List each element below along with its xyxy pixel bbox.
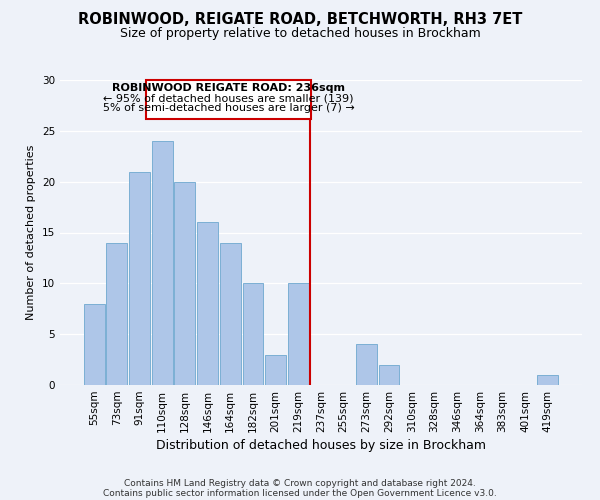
- Text: ROBINWOOD REIGATE ROAD: 236sqm: ROBINWOOD REIGATE ROAD: 236sqm: [112, 83, 345, 93]
- Bar: [265, 354, 286, 385]
- Bar: [84, 304, 104, 385]
- Bar: [106, 242, 127, 385]
- Bar: [379, 364, 400, 385]
- Text: ROBINWOOD, REIGATE ROAD, BETCHWORTH, RH3 7ET: ROBINWOOD, REIGATE ROAD, BETCHWORTH, RH3…: [78, 12, 522, 28]
- Bar: [152, 141, 173, 385]
- Bar: [175, 182, 196, 385]
- Bar: [356, 344, 377, 385]
- Bar: [538, 375, 558, 385]
- Text: ← 95% of detached houses are smaller (139): ← 95% of detached houses are smaller (13…: [103, 93, 354, 103]
- Text: Contains public sector information licensed under the Open Government Licence v3: Contains public sector information licen…: [103, 488, 497, 498]
- Bar: [146, 80, 311, 118]
- Bar: [288, 284, 309, 385]
- Bar: [197, 222, 218, 385]
- Text: Size of property relative to detached houses in Brockham: Size of property relative to detached ho…: [119, 28, 481, 40]
- Bar: [129, 172, 150, 385]
- Text: 5% of semi-detached houses are larger (7) →: 5% of semi-detached houses are larger (7…: [103, 104, 355, 114]
- Y-axis label: Number of detached properties: Number of detached properties: [26, 145, 37, 320]
- X-axis label: Distribution of detached houses by size in Brockham: Distribution of detached houses by size …: [156, 439, 486, 452]
- Text: Contains HM Land Registry data © Crown copyright and database right 2024.: Contains HM Land Registry data © Crown c…: [124, 478, 476, 488]
- Bar: [242, 284, 263, 385]
- Bar: [220, 242, 241, 385]
